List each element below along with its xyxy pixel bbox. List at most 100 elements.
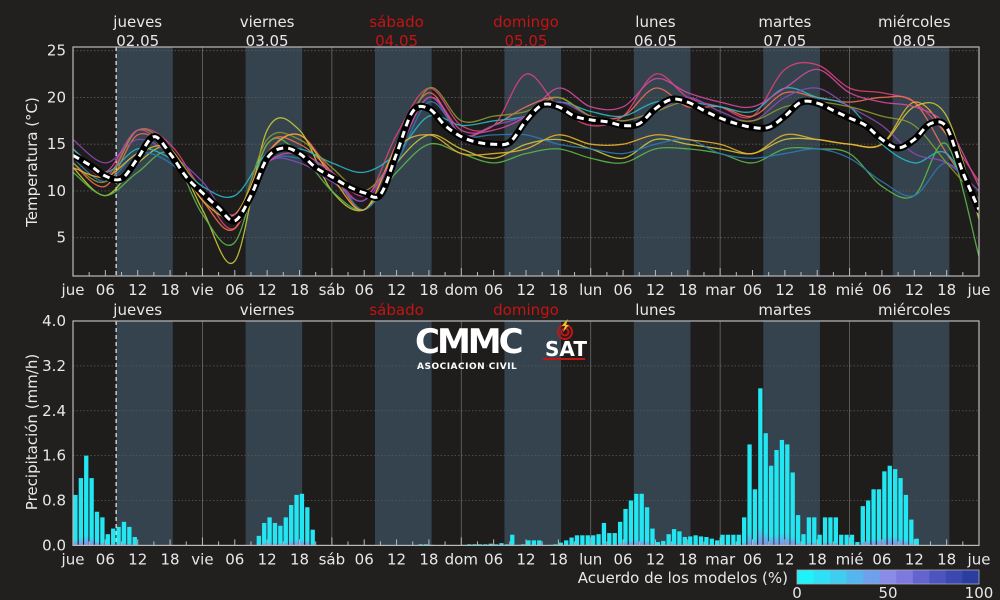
x-tick-label: 06 xyxy=(355,550,374,568)
precip-bar xyxy=(849,534,855,546)
precip-bar xyxy=(650,528,655,546)
daylight-band xyxy=(633,47,691,276)
precip-bar xyxy=(876,489,882,546)
y-tick-label: 3.2 xyxy=(42,357,66,375)
antenna-icon xyxy=(557,319,573,340)
cmmc-logo: CMMC ASOCIACION CIVIL SAT xyxy=(415,319,587,372)
x-tick-label: 06 xyxy=(484,550,503,568)
precip-bar xyxy=(812,517,817,546)
precip-bar xyxy=(806,517,812,546)
colorbar-label: Acuerdo de los modelos (%) xyxy=(578,569,788,587)
member-line-m1 xyxy=(73,61,979,230)
x-tick-label: mié xyxy=(836,281,864,299)
precip-bar xyxy=(661,540,666,546)
precip-bar xyxy=(531,540,536,546)
precip-bar xyxy=(720,534,725,546)
y-tick-label: 25 xyxy=(47,42,66,60)
x-tick-label: 06 xyxy=(355,281,374,299)
precip-bar xyxy=(569,537,574,546)
logo-main-text: CMMC xyxy=(415,322,522,362)
day-header-name: sábado xyxy=(369,301,423,319)
precip-bar xyxy=(758,388,763,546)
day-header-name: lunes xyxy=(635,301,675,319)
precip-bar xyxy=(893,469,898,546)
logo-sat-text: SAT xyxy=(545,337,587,361)
mean-line xyxy=(73,97,979,223)
precip-bar xyxy=(278,525,283,546)
day-header-name: martes xyxy=(758,301,811,319)
daylight-band xyxy=(763,47,820,276)
precip-bar xyxy=(736,534,741,546)
y-tick-label: 15 xyxy=(47,135,66,153)
day-header-name: viernes xyxy=(240,13,295,31)
x-tick-label: 06 xyxy=(96,281,115,299)
precip-bar xyxy=(283,517,288,546)
x-tick-label: 18 xyxy=(937,550,956,568)
x-tick-label: 18 xyxy=(808,281,827,299)
x-tick-label: 12 xyxy=(775,281,794,299)
precip-bar xyxy=(499,543,504,546)
precip-bar xyxy=(612,533,617,546)
x-tick-label: jue xyxy=(967,281,991,299)
precip-bar xyxy=(585,535,590,546)
x-tick-label: vie xyxy=(191,550,213,568)
precip-bar xyxy=(617,521,623,546)
precip-bar xyxy=(94,511,100,546)
x-tick-label: 18 xyxy=(161,281,180,299)
precip-bar xyxy=(677,531,682,546)
precip-bar xyxy=(682,536,687,546)
precip-bar xyxy=(256,535,261,546)
precip-bar xyxy=(262,522,267,546)
precip-bar xyxy=(111,528,116,546)
precip-bar xyxy=(671,529,677,546)
precip-bar xyxy=(591,535,596,546)
day-header-date: 06.05 xyxy=(634,32,677,50)
plot-frame xyxy=(72,46,980,277)
colorbar-tick-label: 50 xyxy=(878,584,897,600)
colorbar-segment xyxy=(863,570,881,584)
y-tick-label: 10 xyxy=(47,182,66,200)
daylight-band xyxy=(504,47,562,276)
colorbar-tick-label: 100 xyxy=(965,584,994,600)
precip-bar xyxy=(89,478,94,546)
x-tick-label: 18 xyxy=(549,281,568,299)
daylight-band xyxy=(116,321,173,546)
precip-bar xyxy=(644,507,650,546)
x-tick-label: 06 xyxy=(872,281,891,299)
precip-bar xyxy=(801,534,806,546)
x-tick-label: 06 xyxy=(96,550,115,568)
day-header-name: miércoles xyxy=(878,13,951,31)
logo-underline xyxy=(543,358,585,360)
day-header-name: viernes xyxy=(240,301,295,319)
precip-bar xyxy=(688,536,693,546)
y-tick-label: 2.4 xyxy=(42,402,66,420)
precip-bar xyxy=(709,538,714,546)
precip-bar xyxy=(844,534,849,546)
logo-sub-text: ASOCIACION CIVIL xyxy=(417,362,517,372)
precip-bar xyxy=(790,472,795,546)
x-tick-label: sáb xyxy=(319,550,346,568)
day-header-name: jueves xyxy=(112,13,162,31)
precip-bar xyxy=(666,534,671,546)
x-tick-label: vie xyxy=(191,281,213,299)
x-tick-label: 06 xyxy=(743,550,762,568)
x-tick-label: 12 xyxy=(387,281,406,299)
x-tick-label: sáb xyxy=(319,281,346,299)
precip-bar xyxy=(510,534,515,546)
x-tick-label: 06 xyxy=(872,550,891,568)
x-tick-label: 18 xyxy=(290,281,309,299)
x-tick-label: mar xyxy=(705,550,736,568)
colorbar-segment xyxy=(896,570,914,584)
precip-bar xyxy=(73,494,78,546)
precip-bar xyxy=(100,517,105,546)
precip-bar xyxy=(909,519,914,546)
precip-bar xyxy=(564,540,569,546)
precip-bar xyxy=(623,508,628,546)
day-header-name: lunes xyxy=(635,13,675,31)
x-tick-label: 12 xyxy=(516,281,535,299)
daylight-band xyxy=(375,321,432,546)
colorbar-segment xyxy=(813,570,831,584)
precip-bar xyxy=(731,534,736,546)
colorbar-segment xyxy=(945,570,963,584)
